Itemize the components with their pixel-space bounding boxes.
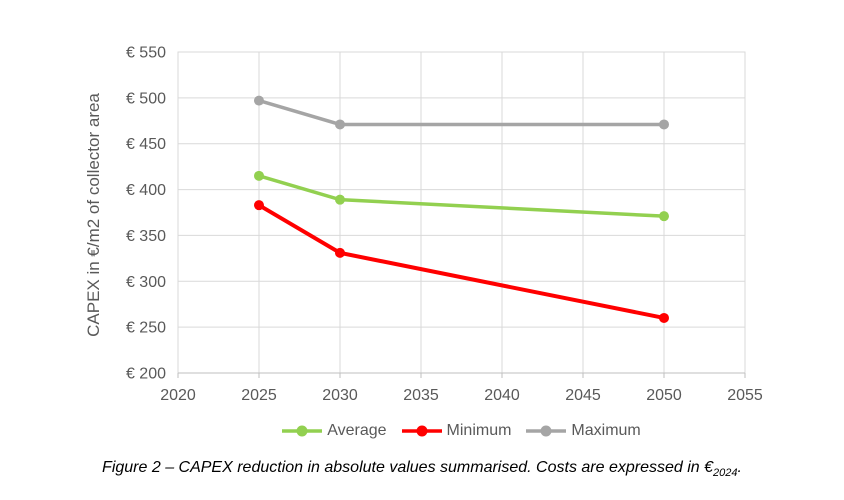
maximum-line-marker-icon bbox=[526, 425, 567, 437]
x-axis-tick-label: 2030 bbox=[322, 387, 358, 404]
data-point-minimum-2050 bbox=[659, 312, 669, 323]
y-axis-tick-label: € 250 bbox=[126, 320, 166, 337]
y-axis-tick-label: € 300 bbox=[126, 274, 166, 291]
x-axis-tick-label: 2040 bbox=[484, 387, 520, 404]
x-axis-tick-label: 2020 bbox=[160, 387, 196, 404]
data-point-maximum-2030 bbox=[335, 119, 345, 130]
data-point-average-2025 bbox=[254, 170, 264, 181]
data-point-average-2030 bbox=[335, 194, 345, 205]
average-line-marker-icon bbox=[282, 425, 323, 437]
data-point-maximum-2025 bbox=[254, 95, 264, 106]
data-point-minimum-2030 bbox=[335, 247, 345, 258]
capex-chart-svg: € 200 € 250 € 300 € 350 € 400 € 450 € 500 € 550… bbox=[84, 45, 763, 405]
y-axis-tick-label: € 450 bbox=[126, 136, 166, 153]
legend-item-average: Average bbox=[282, 422, 387, 440]
figure-caption-text: Figure 2 – CAPEX reduction in absolute v… bbox=[102, 459, 714, 476]
legend-label-average: Average bbox=[327, 422, 387, 439]
x-axis-tick-label: 2050 bbox=[646, 387, 682, 404]
capex-line-chart: € 200 € 250 € 300 € 350 € 400 € 450 € 500 € 550… bbox=[84, 45, 763, 405]
legend-label-maximum: Maximum bbox=[571, 422, 641, 439]
y-axis-title: CAPEX in €/m2 of collector area bbox=[84, 93, 103, 337]
x-axis-tick-label: 2055 bbox=[727, 387, 763, 404]
y-axis-tick-label: € 200 bbox=[126, 366, 166, 383]
series-line-minimum bbox=[257, 203, 666, 320]
data-point-maximum-2050 bbox=[659, 119, 669, 130]
y-axis-tick-label: € 400 bbox=[126, 182, 166, 199]
series-line-maximum bbox=[257, 98, 666, 127]
figure-caption-period: . bbox=[737, 459, 742, 476]
y-axis-tick-label: € 550 bbox=[126, 45, 166, 62]
y-axis-tick-label: € 500 bbox=[126, 90, 166, 107]
figure-caption-subscript: 2024 bbox=[713, 467, 738, 480]
series-line-average bbox=[257, 174, 666, 218]
chart-legend: Average Minimum Maximum bbox=[178, 422, 745, 440]
x-axis-tick-label: 2035 bbox=[403, 387, 439, 404]
legend-item-maximum: Maximum bbox=[526, 422, 641, 440]
figure-caption: Figure 2 – CAPEX reduction in absolute v… bbox=[0, 459, 844, 479]
x-axis-tick-label: 2025 bbox=[241, 387, 277, 404]
y-axis-tick-label: € 350 bbox=[126, 228, 166, 245]
data-point-average-2050 bbox=[659, 211, 669, 222]
legend-label-minimum: Minimum bbox=[446, 422, 512, 439]
minimum-line-marker-icon bbox=[401, 425, 442, 437]
data-point-minimum-2025 bbox=[254, 200, 264, 211]
x-axis-tick-label: 2045 bbox=[565, 387, 601, 404]
legend-item-minimum: Minimum bbox=[401, 422, 512, 440]
